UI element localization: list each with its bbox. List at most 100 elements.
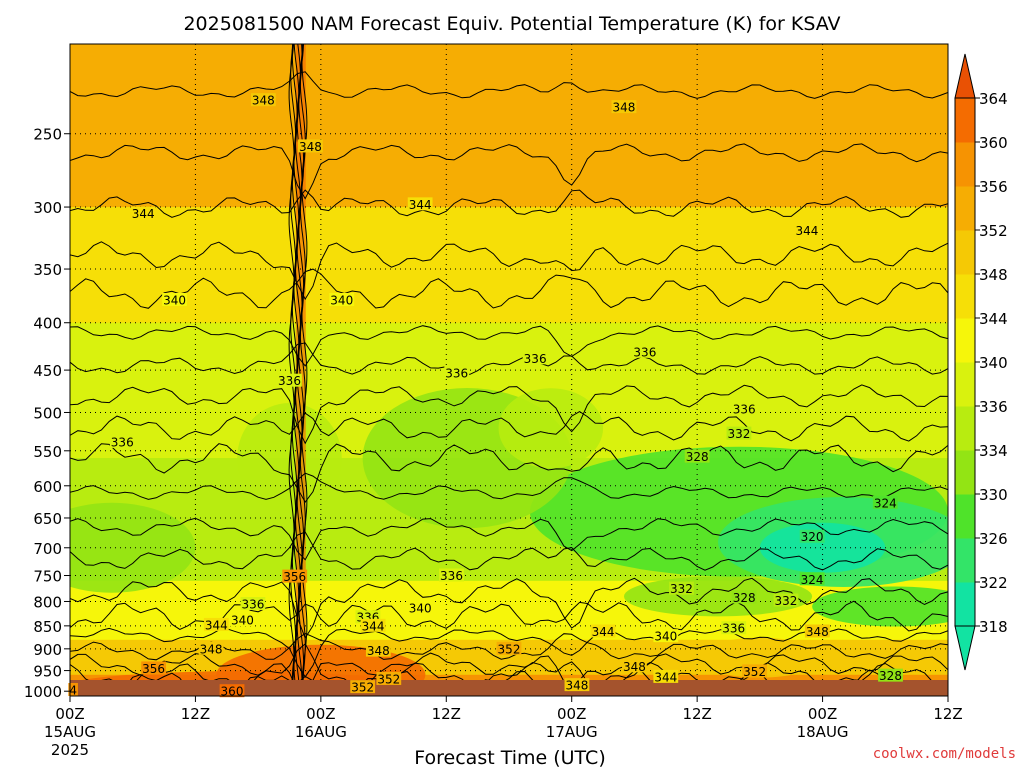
colorbar-label: 336 [979, 398, 1008, 416]
contour-label: 336 [445, 366, 468, 380]
y-tick-label: 250 [33, 126, 62, 144]
colorbar-label: 326 [979, 530, 1008, 548]
contour-label: 328 [686, 450, 709, 464]
contour-label: 348 [200, 642, 223, 656]
x-tick-date: 17AUG [546, 723, 598, 741]
contour-label-bg [282, 569, 308, 583]
contour-label-bg [590, 624, 616, 638]
contour-label: 328 [879, 669, 902, 683]
colorbar-segment [955, 230, 975, 275]
contour-label-bg [407, 197, 433, 211]
contour-label-bg [522, 351, 548, 365]
contour-label-bg [141, 661, 167, 675]
contour-label-bg [731, 402, 757, 416]
colorbar-segment [955, 450, 975, 495]
colorbar-label: 322 [979, 574, 1008, 592]
contour-label-bg [203, 617, 229, 631]
contour-label-bg [731, 590, 757, 604]
contour-label-bg [240, 596, 266, 610]
contour-label: 336 [111, 435, 134, 449]
x-axis-label: Forecast Time (UTC) [414, 747, 605, 768]
colorbar-segment [955, 494, 975, 539]
y-tick-label: 300 [33, 199, 62, 217]
contour-label-bg [726, 426, 752, 440]
contour-label: 336 [278, 374, 301, 388]
colorbar-segment [955, 318, 975, 363]
contour-label-bg [444, 365, 470, 379]
colorbar-label: 344 [979, 310, 1008, 328]
contour-label: 352 [743, 665, 766, 679]
contour-label: 340 [330, 293, 353, 307]
contour-label-bg [684, 449, 710, 463]
contour-label-bg [219, 684, 245, 698]
contour-label: 336 [722, 622, 745, 636]
contour-label-bg [742, 664, 768, 678]
x-tick-label: 12Z [181, 705, 210, 723]
y-tick-label: 550 [33, 443, 62, 461]
x-tick-label: 12Z [432, 705, 461, 723]
contour-label: 348 [252, 94, 275, 108]
colorbar-label: 348 [979, 266, 1008, 284]
contour-label: 348 [299, 140, 322, 154]
contour-line [293, 44, 300, 693]
x-tick-label: 00Z [55, 705, 84, 723]
contour-label: 352 [377, 672, 400, 686]
contour-label: 340 [231, 614, 254, 628]
ground-strip [70, 680, 948, 696]
colorbar: 318 322 326 330 334 336 340 344 348 352 356 360 364 [954, 53, 1008, 671]
contour-line [70, 411, 948, 442]
colorbar-label: 360 [979, 134, 1008, 152]
y-axis: 250 300 350 400 450 500 550 600 650 700 750 800 850 9… [24, 126, 70, 701]
colorbar-segment [955, 538, 975, 583]
color-blob [70, 502, 196, 593]
contour-label-bg [350, 680, 376, 694]
contour-line [70, 342, 948, 375]
contour-line [70, 268, 948, 309]
colorbar-segment [955, 406, 975, 451]
contour-label-bg [878, 668, 903, 682]
contour-label: 348 [565, 679, 588, 693]
contour-line [290, 44, 297, 693]
contour-label: 348 [806, 625, 829, 639]
colorbar-label: 334 [979, 442, 1008, 460]
contour-label-bg [298, 139, 323, 153]
contour-label-bg [130, 206, 156, 220]
y-tick-label: 750 [33, 568, 62, 586]
contour-label: 348 [623, 660, 646, 674]
contour-label-bg [250, 93, 276, 107]
contour-label-bg [376, 671, 402, 685]
y-tick-label: 800 [33, 593, 62, 611]
contour-label-bg [407, 600, 433, 614]
contour-label-bg [773, 593, 799, 607]
color-band [70, 44, 948, 209]
contour-label-bg [277, 373, 302, 387]
y-tick-label: 900 [33, 641, 62, 659]
contour-label-bg [611, 100, 637, 114]
contour-label-bg [669, 581, 694, 595]
contour-line [70, 189, 948, 218]
contour-line [70, 384, 948, 445]
contour-line [70, 241, 948, 301]
colorbar-segment [955, 98, 975, 143]
y-tick-label: 650 [33, 510, 62, 528]
colorbar-label: 356 [979, 178, 1008, 196]
contour-line [70, 443, 948, 504]
color-blob [498, 388, 604, 469]
y-tick-label: 600 [33, 478, 62, 496]
x-tick-date: 15AUG [44, 723, 96, 741]
contour-label: 332 [670, 582, 693, 596]
y-tick-label: 500 [33, 404, 62, 422]
x-tick-date: 18AUG [797, 723, 849, 741]
contour-label: 340 [654, 630, 677, 644]
plot-area [70, 44, 948, 696]
contour-label: 348 [367, 644, 390, 658]
contour-label: 356 [142, 662, 165, 676]
contour-label: 344 [654, 670, 677, 684]
contour-label: 344 [205, 618, 228, 632]
x-tick-label: 12Z [933, 705, 962, 723]
y-tick-label: 450 [33, 362, 62, 380]
contour-label: 4 [69, 683, 77, 697]
contour-label-bg [564, 678, 590, 692]
